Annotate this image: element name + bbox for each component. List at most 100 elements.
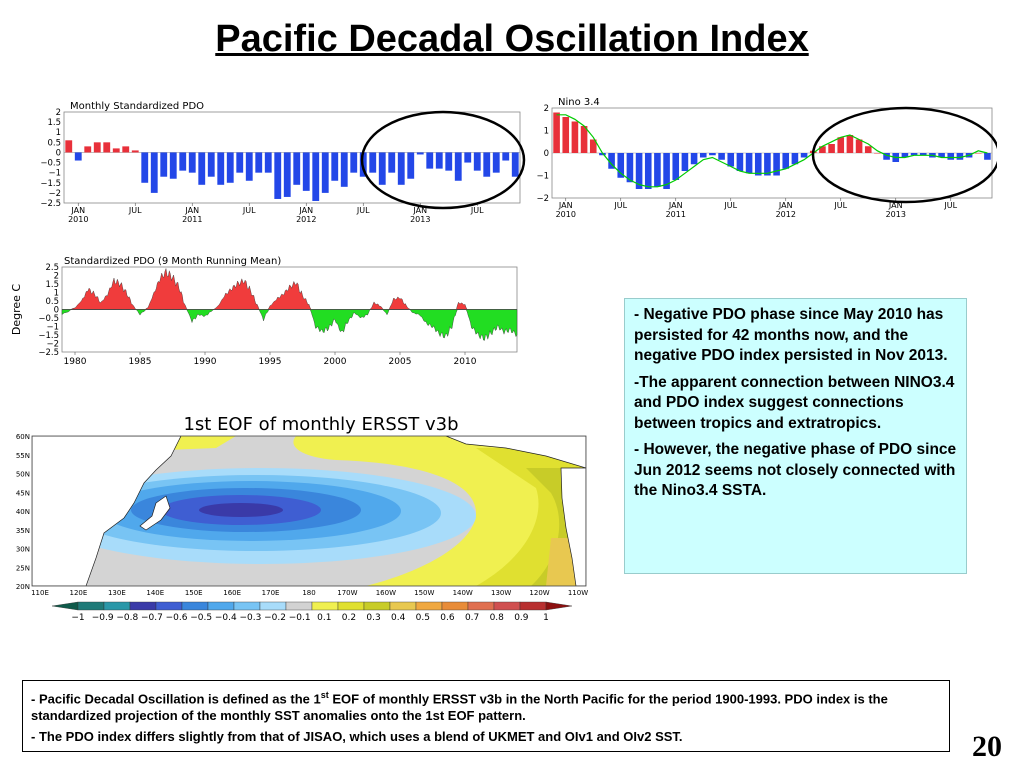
colorbar-label: −0.2 — [264, 613, 286, 623]
running-mean-panel: Standardized PDO (9 Month Running Mean) D… — [6, 254, 522, 370]
x-tick-label: JAN — [558, 201, 573, 210]
bar — [131, 150, 139, 153]
bar — [407, 152, 415, 179]
x-tick-label: JUL — [613, 201, 627, 210]
bar — [302, 152, 310, 191]
x-tick-label: JAN — [888, 201, 903, 210]
x-tick-label: JUL — [723, 201, 737, 210]
bar — [103, 142, 111, 153]
y-tick-label: −1 — [46, 323, 59, 333]
bar — [938, 153, 945, 158]
chart-title: Nino 3.4 — [558, 97, 600, 108]
bar — [84, 146, 92, 153]
bar — [681, 153, 689, 171]
lat-label: 50N — [16, 471, 30, 479]
bar — [709, 153, 716, 156]
bar — [864, 146, 872, 153]
bar — [502, 152, 510, 161]
x-tick-year: 2013 — [886, 210, 906, 219]
note-1: - Negative PDO phase since May 2010 has … — [634, 305, 958, 367]
definition-text: - Pacific Decadal Oscillation is defined… — [31, 691, 321, 707]
bar — [274, 152, 282, 199]
colorbar-swatch — [363, 601, 391, 611]
bar — [745, 153, 753, 174]
bar — [562, 117, 570, 153]
colorbar-swatch — [519, 601, 547, 611]
x-tick-label: JAN — [778, 201, 793, 210]
bar — [984, 153, 991, 160]
y-tick-label: 0.5 — [47, 138, 61, 148]
monthly-pdo-panel: Monthly Standardized PDO 2 1.5 1 0.5 0 −0.5 −1−… — [6, 100, 526, 225]
colorbar-label: −0.1 — [289, 613, 311, 623]
bar — [93, 142, 101, 153]
x-tick-label: 1980 — [64, 357, 87, 367]
lat-label: 40N — [16, 508, 30, 516]
bar — [122, 146, 130, 153]
bar — [283, 152, 291, 197]
bar — [74, 152, 82, 161]
bar — [141, 152, 149, 183]
definition-line-1: - Pacific Decadal Oscillation is defined… — [31, 687, 941, 724]
x-tick-year: 2012 — [776, 210, 796, 219]
bar — [663, 153, 670, 189]
bar — [819, 146, 826, 153]
bar — [331, 152, 339, 181]
definition-box: - Pacific Decadal Oscillation is defined… — [22, 680, 950, 752]
colorbar-label: −0.8 — [116, 613, 138, 623]
colorbar-swatch — [103, 601, 131, 611]
lon-label: 150W — [414, 589, 434, 597]
colorbar-swatch — [155, 601, 183, 611]
map-fields — [32, 436, 586, 586]
colorbar-label: 0.6 — [440, 613, 455, 623]
bar — [255, 152, 263, 173]
lon-label: 110E — [31, 589, 49, 597]
slide-title: Pacific Decadal Oscillation Index — [215, 18, 809, 60]
bar — [589, 139, 597, 153]
note-text: However, the negative phase of PDO since… — [634, 441, 957, 499]
x-tick-label: 2005 — [389, 357, 412, 367]
y-tick-label: 2.5 — [45, 263, 59, 273]
x-tick-label: JUL — [242, 206, 256, 215]
lat-label: 30N — [16, 546, 30, 554]
colorbar-swatch — [441, 601, 469, 611]
lat-label: 60N — [16, 433, 30, 441]
definition-superscript: st — [320, 690, 329, 700]
bar — [956, 153, 964, 160]
y-tick-label: 2 — [54, 272, 59, 282]
x-tick-label: JAN — [184, 206, 199, 215]
note-3: - However, the negative phase of PDO sin… — [634, 440, 958, 502]
japan-landmass — [139, 495, 171, 531]
lon-label: 130W — [491, 589, 511, 597]
x-tick-year: 2011 — [182, 215, 202, 224]
colorbar-swatch — [467, 601, 495, 611]
lat-label: 45N — [16, 489, 30, 497]
colorbar-label: 0.8 — [490, 613, 505, 623]
colorbar-label: 0.4 — [391, 613, 406, 623]
colorbar-label: 0.1 — [317, 613, 331, 623]
y-tick-label: −0.5 — [38, 314, 59, 324]
plot-frame — [63, 111, 521, 204]
lon-label: 170E — [262, 589, 280, 597]
bar — [919, 153, 927, 156]
y-tick-label: 0 — [544, 149, 549, 159]
colorbar-label: −0.3 — [239, 613, 261, 623]
colorbar-label: −0.4 — [215, 613, 237, 623]
note-2: -The apparent connection between NINO3.4… — [634, 373, 958, 435]
eof-map: 1st EOF of monthly ERSST v3b 60N 55N 50N 45N… — [16, 414, 588, 623]
bar — [635, 153, 643, 189]
x-tick-label: 1990 — [194, 357, 217, 367]
bar — [828, 144, 835, 153]
bar — [416, 152, 424, 155]
colorbar-label: 1 — [543, 613, 549, 623]
colorbar-swatch — [311, 601, 339, 611]
bar — [644, 153, 652, 189]
lat-label: 25N — [16, 564, 30, 572]
bar — [727, 153, 735, 167]
colorbar-swatch — [337, 601, 365, 611]
bar — [901, 153, 909, 158]
cold-anomaly — [199, 503, 283, 517]
lat-label: 55N — [16, 452, 30, 460]
bar — [454, 152, 462, 181]
x-tick-label: JUL — [470, 206, 484, 215]
colorbar-swatch — [493, 601, 521, 611]
